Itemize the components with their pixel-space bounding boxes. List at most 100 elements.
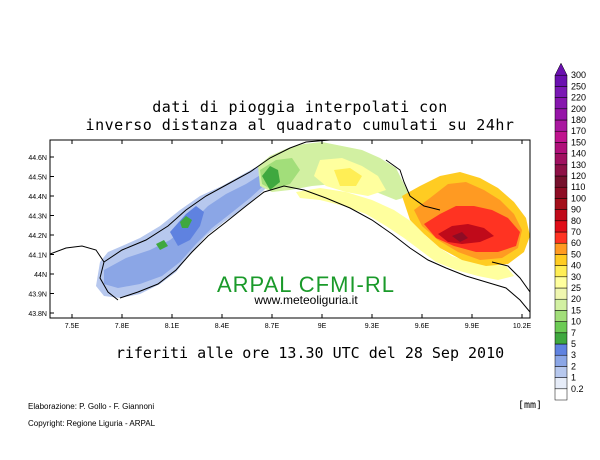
lon-tick-label: 9E (318, 323, 327, 330)
legend-label: 300 (571, 70, 586, 80)
precipitation-legend: 0.21235710152025304050607080901001101201… (554, 62, 586, 401)
lat-tick-label: 44.2N (28, 233, 47, 240)
lon-tick-label: 7.5E (65, 323, 80, 330)
lat-tick-label: 44.1N (28, 253, 47, 260)
rain-region-east-darkred (438, 224, 494, 244)
legend-label: 130 (571, 160, 586, 170)
legend-swatch (554, 310, 568, 322)
lat-tick-label: 44.4N (28, 194, 47, 201)
lon-tick-label: 9.6E (415, 323, 430, 330)
legend-label: 50 (571, 249, 581, 259)
legend-label: 120 (571, 171, 586, 181)
legend-label: 25 (571, 283, 581, 293)
lon-tick-label: 10.2E (513, 323, 532, 330)
legend-swatch (554, 175, 568, 188)
longitude-axis: 7.5E 7.8E 8.1E 8.4E 8.7E 9E 9.3E 9.6E 9.9E 10.2E (65, 140, 532, 330)
rain-region-yellow-core (334, 168, 362, 186)
coastline (119, 185, 530, 313)
legend-swatch (554, 97, 568, 110)
lat-tick-label: 44.3N (28, 214, 47, 221)
legend-label: 40 (571, 261, 581, 271)
legend-swatch (554, 231, 568, 244)
unit-label: [mm] (518, 400, 543, 411)
rain-region-coast-east (296, 188, 514, 280)
map-boundaries (50, 140, 530, 313)
legend-swatch (554, 119, 568, 132)
legend-label: 220 (571, 93, 586, 103)
legend-swatch (554, 332, 568, 345)
latitude-axis: 44.6N 44.5N 44.4N 44.3N 44.2N 44.1N 44N 43.9N 43… (28, 155, 54, 318)
legend-swatch (554, 321, 568, 334)
legend-swatch (554, 164, 568, 177)
lat-tick-label: 44N (34, 272, 47, 279)
legend-swatch (554, 74, 568, 87)
legend-swatch (554, 186, 568, 199)
rain-cluster-green-west (180, 216, 192, 228)
lon-tick-label: 9.3E (365, 323, 380, 330)
lon-tick-label: 8.4E (215, 323, 230, 330)
lon-tick-label: 7.8E (115, 323, 130, 330)
legend-label: 7 (571, 328, 576, 338)
legend-swatch (554, 108, 568, 121)
legend-label: 140 (571, 149, 586, 159)
legend-label: 170 (571, 126, 586, 136)
border-tuscany (491, 261, 530, 293)
arpal-watermark: ARPAL CFMI-RL (217, 272, 395, 297)
lat-tick-label: 43.8N (28, 311, 47, 318)
lon-tick-label: 9.9E (465, 323, 480, 330)
map-title-line2: inverso distanza al quadrato cumulati su… (85, 116, 515, 134)
legend-swatch (554, 130, 568, 143)
legend-label: 20 (571, 294, 581, 304)
legend-swatch (554, 254, 568, 266)
legend-label: 10 (571, 317, 581, 327)
lat-tick-label: 44.6N (28, 155, 47, 162)
legend-label: 5 (571, 339, 576, 349)
legend-label: 200 (571, 104, 586, 114)
legend-label: 0.2 (571, 384, 584, 394)
legend-label: 15 (571, 305, 581, 315)
rain-region-east-peak (452, 232, 468, 242)
legend-label: 150 (571, 137, 586, 147)
legend-swatch (554, 388, 568, 401)
legend-label: 30 (571, 272, 581, 282)
legend-swatch (554, 153, 568, 166)
map-frame (49, 139, 531, 319)
lat-tick-label: 44.5N (28, 175, 47, 182)
legend-label: 250 (571, 81, 586, 91)
legend-label: 2 (571, 361, 576, 371)
legend-swatch (554, 242, 568, 255)
legend-label: 3 (571, 350, 576, 360)
legend-swatch (554, 298, 568, 311)
lat-tick-label: 43.9N (28, 292, 47, 299)
credit-elaboration: Elaborazione: P. Gollo - F. Giannoni (28, 402, 155, 411)
legend-label: 110 (571, 182, 585, 192)
legend-label: 180 (571, 115, 586, 125)
legend-swatch (554, 142, 568, 154)
time-reference: riferiti alle ore 13.30 UTC del 28 Sep 2… (115, 344, 505, 362)
credit-copyright: Copyright: Regione Liguria - ARPAL (28, 419, 156, 428)
map-title-line1: dati di pioggia interpolati con (152, 98, 448, 116)
legend-label: 1 (571, 373, 576, 383)
legend-swatch (554, 287, 568, 300)
legend-label: 100 (571, 193, 586, 203)
legend-swatch (554, 220, 568, 233)
border-france (50, 245, 119, 301)
legend-swatch (554, 377, 568, 390)
legend-swatch (554, 209, 568, 222)
legend-swatch (554, 265, 568, 278)
legend-swatch (554, 198, 568, 210)
rain-cluster-green-small (156, 240, 168, 250)
border-piedmont (103, 140, 331, 263)
legend-label: 60 (571, 238, 581, 248)
lon-tick-label: 8.1E (165, 323, 180, 330)
lon-tick-label: 8.7E (265, 323, 280, 330)
legend-swatch (554, 366, 568, 378)
legend-swatch (554, 276, 568, 289)
rainfall-field (96, 142, 530, 298)
website-label: www.meteoliguria.it (253, 293, 358, 307)
legend-overflow-arrow (554, 62, 568, 76)
rain-region-central-dark (262, 166, 280, 190)
border-emilia (385, 159, 441, 211)
legend-label: 80 (571, 216, 581, 226)
